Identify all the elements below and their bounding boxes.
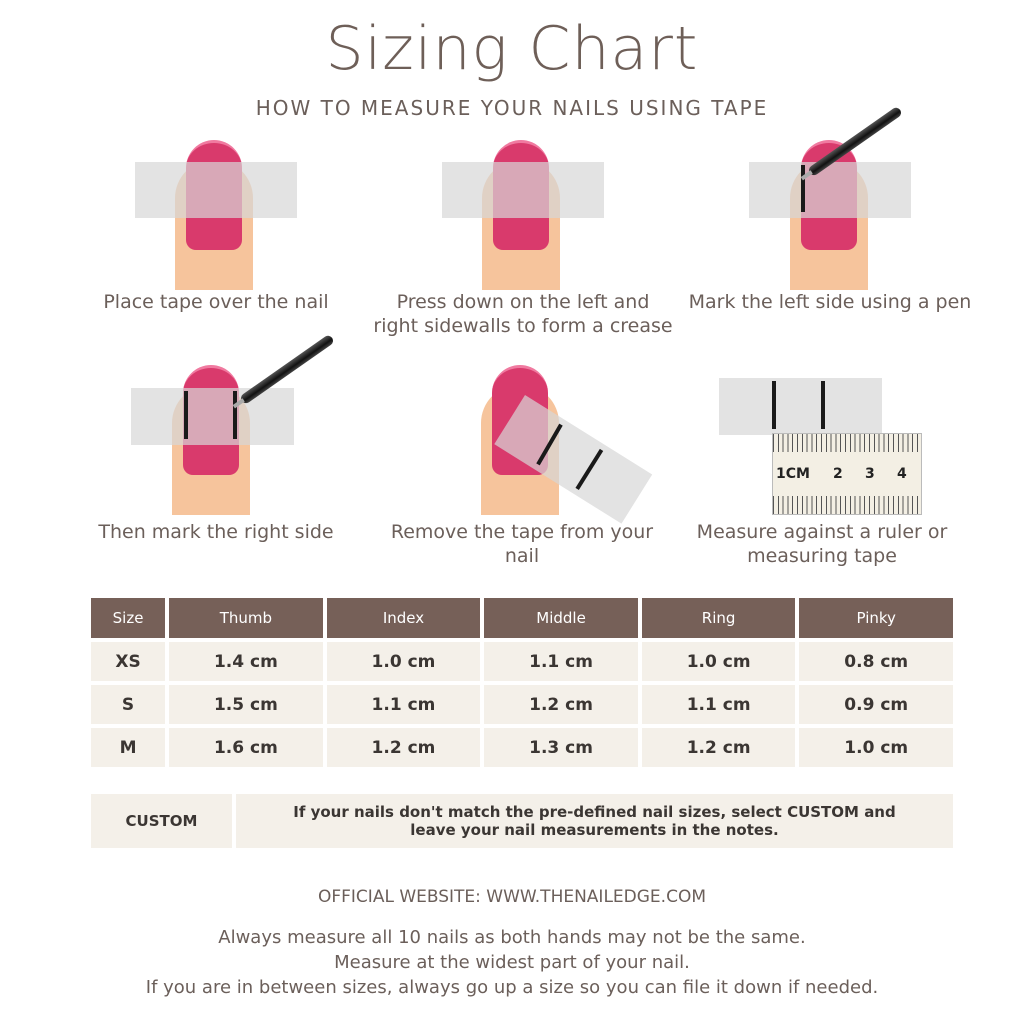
ruler-label: 1CM [776, 466, 810, 482]
header-cell: Pinky [799, 598, 953, 638]
step-1-caption: Place tape over the nail [103, 291, 329, 313]
size-cell: S [91, 685, 166, 724]
table-row: CUSTOM If your nails don't match the pre… [91, 794, 953, 848]
ruler-label: 2 [833, 466, 843, 482]
table-cell: 0.9 cm [799, 685, 953, 724]
custom-description: If your nails don't match the pre-define… [236, 794, 953, 848]
header-cell: Middle [484, 598, 638, 638]
pen-mark [801, 165, 805, 212]
size-table: Size Thumb Index Middle Ring Pinky XS 1.… [87, 594, 957, 771]
custom-label: CUSTOM [91, 794, 232, 848]
tape [135, 162, 297, 218]
header-cell: Size [91, 598, 166, 638]
step-6-caption: Measure against a ruler or measuring tap… [696, 521, 948, 567]
pen-mark [536, 423, 563, 466]
size-cell: XS [91, 642, 166, 681]
table-cell: 1.0 cm [799, 728, 953, 767]
note-line: Measure at the widest part of your nail. [334, 952, 690, 973]
step-5-caption: Remove the tape from your nail [390, 521, 654, 567]
ruler-face [773, 452, 921, 496]
tape [749, 162, 911, 218]
table-cell: 1.1 cm [326, 685, 481, 724]
header-cell: Thumb [169, 598, 323, 638]
pen-mark [821, 381, 825, 429]
ruler-label: 4 [897, 466, 907, 482]
custom-size-table: CUSTOM If your nails don't match the pre… [87, 790, 957, 852]
website-text: OFFICIAL WEBSITE: WWW.THENAILEDGE.COM [317, 887, 706, 907]
ruler-icon: 1CM 2 3 4 [772, 433, 922, 515]
table-cell: 0.8 cm [799, 642, 953, 681]
note-line: If you are in between sizes, always go u… [145, 977, 879, 998]
step-4-caption: Then mark the right side [98, 521, 334, 543]
table-cell: 1.2 cm [326, 728, 481, 767]
table-cell: 1.1 cm [484, 642, 638, 681]
step-3-caption: Mark the left side using a pen [688, 291, 972, 313]
size-cell: M [91, 728, 166, 767]
table-cell: 1.0 cm [326, 642, 481, 681]
note-line: Always measure all 10 nails as both hand… [218, 927, 806, 948]
table-cell: 1.5 cm [169, 685, 323, 724]
header-cell: Ring [641, 598, 796, 638]
pen-mark [575, 448, 604, 490]
page-subtitle: HOW TO MEASURE YOUR NAILS USING TAPE [255, 96, 769, 120]
table-cell: 1.2 cm [641, 728, 796, 767]
tape [442, 162, 604, 218]
table-cell: 1.1 cm [641, 685, 796, 724]
table-cell: 1.4 cm [169, 642, 323, 681]
table-row: XS 1.4 cm 1.0 cm 1.1 cm 1.0 cm 0.8 cm [91, 642, 953, 681]
pen-mark [772, 381, 776, 429]
tape [131, 388, 294, 445]
tape [719, 378, 882, 435]
pen-mark [184, 391, 188, 439]
table-cell: 1.3 cm [484, 728, 638, 767]
ruler-label: 3 [865, 466, 875, 482]
step-2-caption: Press down on the left and right sidewal… [373, 291, 673, 337]
table-cell: 1.0 cm [641, 642, 796, 681]
table-cell: 1.6 cm [169, 728, 323, 767]
page-title: Sizing Chart [325, 14, 699, 84]
table-row: M 1.6 cm 1.2 cm 1.3 cm 1.2 cm 1.0 cm [91, 728, 953, 767]
header-cell: Index [326, 598, 481, 638]
pen-mark [233, 391, 237, 439]
table-header-row: Size Thumb Index Middle Ring Pinky [91, 598, 953, 638]
table-row: S 1.5 cm 1.1 cm 1.2 cm 1.1 cm 0.9 cm [91, 685, 953, 724]
table-cell: 1.2 cm [484, 685, 638, 724]
